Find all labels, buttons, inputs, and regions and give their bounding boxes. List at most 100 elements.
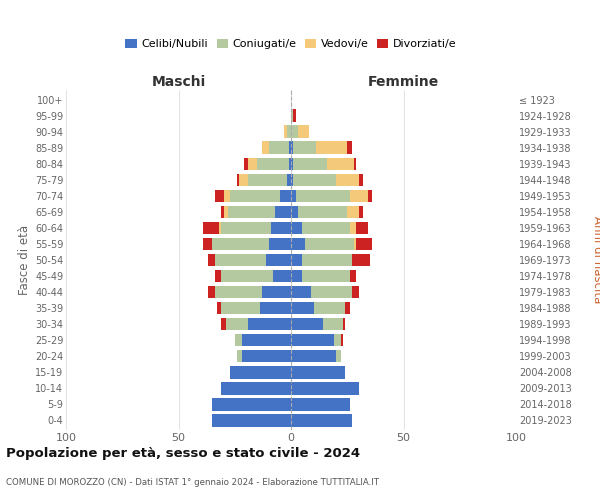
Bar	[343, 318, 345, 330]
Bar	[293, 142, 316, 154]
Bar	[291, 238, 305, 250]
Bar	[298, 206, 347, 218]
Bar	[257, 158, 289, 170]
Bar	[203, 222, 219, 234]
Bar	[235, 334, 241, 346]
Bar	[219, 222, 221, 234]
Bar	[228, 206, 275, 218]
Bar	[352, 286, 359, 298]
Bar	[291, 174, 293, 186]
Bar	[356, 238, 372, 250]
Bar	[244, 158, 248, 170]
Bar	[262, 142, 269, 154]
Bar	[221, 302, 260, 314]
Bar	[237, 350, 241, 362]
Bar	[316, 142, 347, 154]
Bar	[217, 302, 221, 314]
Bar	[356, 222, 367, 234]
Bar	[269, 142, 289, 154]
Bar	[293, 158, 327, 170]
Bar	[287, 126, 291, 138]
Bar	[291, 398, 349, 410]
Bar	[248, 158, 257, 170]
Bar	[237, 174, 239, 186]
Bar	[336, 350, 341, 362]
Bar	[291, 254, 302, 266]
Bar	[230, 366, 291, 378]
Bar	[273, 270, 291, 282]
Bar	[291, 142, 293, 154]
Bar	[302, 270, 349, 282]
Bar	[248, 318, 291, 330]
Bar	[349, 190, 367, 202]
Legend: Celibi/Nubili, Coniugati/e, Vedovi/e, Divorziati/e: Celibi/Nubili, Coniugati/e, Vedovi/e, Di…	[121, 34, 461, 54]
Bar	[221, 206, 223, 218]
Bar	[208, 286, 215, 298]
Bar	[291, 302, 314, 314]
Bar	[269, 238, 291, 250]
Bar	[291, 270, 302, 282]
Bar	[291, 318, 323, 330]
Bar	[349, 270, 356, 282]
Text: Popolazione per età, sesso e stato civile - 2024: Popolazione per età, sesso e stato civil…	[6, 448, 360, 460]
Bar	[352, 254, 370, 266]
Bar	[347, 142, 352, 154]
Bar	[305, 238, 354, 250]
Bar	[291, 190, 296, 202]
Bar	[323, 318, 343, 330]
Bar	[293, 174, 336, 186]
Bar	[221, 382, 291, 394]
Bar	[208, 254, 215, 266]
Y-axis label: Anni di nascita: Anni di nascita	[591, 216, 600, 304]
Bar	[266, 254, 291, 266]
Bar	[291, 382, 359, 394]
Bar	[367, 190, 372, 202]
Bar	[226, 318, 248, 330]
Bar	[212, 414, 291, 426]
Bar	[359, 174, 363, 186]
Bar	[289, 142, 291, 154]
Bar	[314, 302, 345, 314]
Bar	[215, 254, 266, 266]
Bar	[327, 158, 354, 170]
Bar	[215, 190, 223, 202]
Bar	[215, 286, 262, 298]
Bar	[291, 366, 345, 378]
Bar	[287, 174, 291, 186]
Bar	[293, 110, 296, 122]
Bar	[291, 350, 336, 362]
Bar	[354, 238, 356, 250]
Bar	[284, 126, 287, 138]
Bar	[271, 222, 291, 234]
Bar	[212, 398, 291, 410]
Bar	[262, 286, 291, 298]
Bar	[298, 126, 309, 138]
Bar	[302, 222, 349, 234]
Text: Femmine: Femmine	[368, 75, 439, 89]
Bar	[221, 318, 226, 330]
Bar	[223, 206, 228, 218]
Bar	[223, 190, 230, 202]
Bar	[345, 302, 349, 314]
Bar	[291, 222, 302, 234]
Bar	[260, 302, 291, 314]
Bar	[248, 174, 287, 186]
Bar	[349, 222, 356, 234]
Bar	[241, 350, 291, 362]
Bar	[291, 334, 334, 346]
Text: COMUNE DI MOROZZO (CN) - Dati ISTAT 1° gennaio 2024 - Elaborazione TUTTITALIA.IT: COMUNE DI MOROZZO (CN) - Dati ISTAT 1° g…	[6, 478, 379, 487]
Bar	[221, 270, 273, 282]
Bar	[334, 334, 341, 346]
Bar	[336, 174, 359, 186]
Bar	[239, 174, 248, 186]
Bar	[341, 334, 343, 346]
Bar	[296, 190, 349, 202]
Bar	[241, 334, 291, 346]
Bar	[289, 158, 291, 170]
Bar	[221, 222, 271, 234]
Bar	[212, 238, 269, 250]
Bar	[291, 158, 293, 170]
Bar	[302, 254, 352, 266]
Bar	[291, 286, 311, 298]
Bar	[354, 158, 356, 170]
